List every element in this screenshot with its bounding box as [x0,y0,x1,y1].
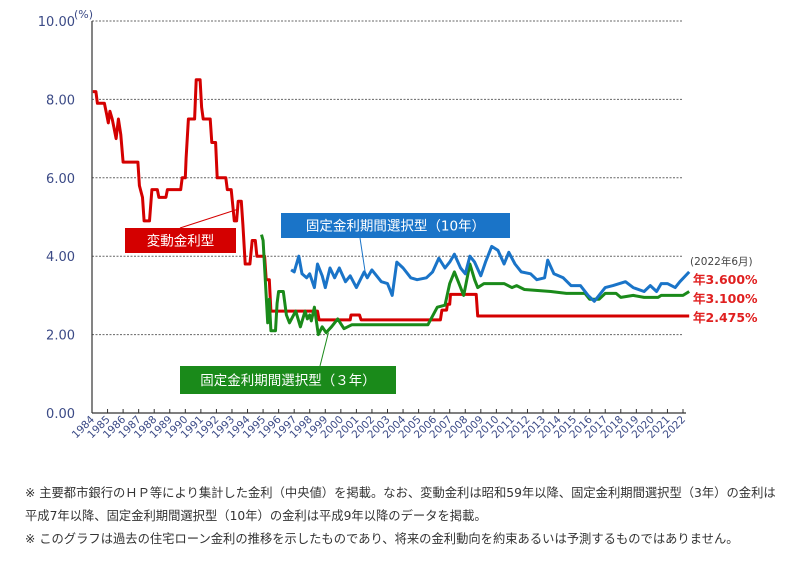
annotation-leader-line [359,237,367,276]
annotation-box [281,213,510,238]
y-tick-label: 10.00 [38,15,75,30]
annotation-box [125,228,236,253]
end-date-label: (2022年6月) [690,255,753,268]
series-line-1 [260,234,690,337]
annotation-leader-line [179,208,239,229]
y-tick-label: 4.00 [46,250,75,265]
y-tick-label: 6.00 [46,172,75,187]
end-value-label: 年3.600% [693,272,758,287]
y-axis-unit: (%) [74,8,93,21]
annotation-box [180,366,396,394]
y-tick-label: 0.00 [46,407,75,422]
series-line-2 [290,244,691,303]
end-value-label: 年3.100% [693,291,758,306]
footnote-disclaimer: ※ このグラフは過去の住宅ローン金利の推移を示したものであり、将来の金利動向を約… [25,532,739,546]
y-tick-label: 8.00 [46,93,75,108]
y-tick-label: 2.00 [46,329,75,344]
footnotes: ※ 主要都市銀行のＨＰ等により集計した金利（中央値）を掲載。なお、変動金利は昭和… [25,482,777,551]
footnote-data-source: ※ 主要都市銀行のＨＰ等により集計した金利（中央値）を掲載。なお、変動金利は昭和… [25,486,776,523]
annotation-leader-line [319,332,329,367]
annotation-label: 変動金利型 [147,233,215,250]
annotation-label: 固定金利期間選択型（３年） [200,373,376,389]
series-line-0 [92,78,690,322]
annotation-label: 固定金利期間選択型（10年） [306,219,485,235]
end-value-label: 年2.475% [693,310,758,325]
interest-rate-chart: 0.002.004.006.008.0010.00(%)198419851986… [38,8,758,441]
